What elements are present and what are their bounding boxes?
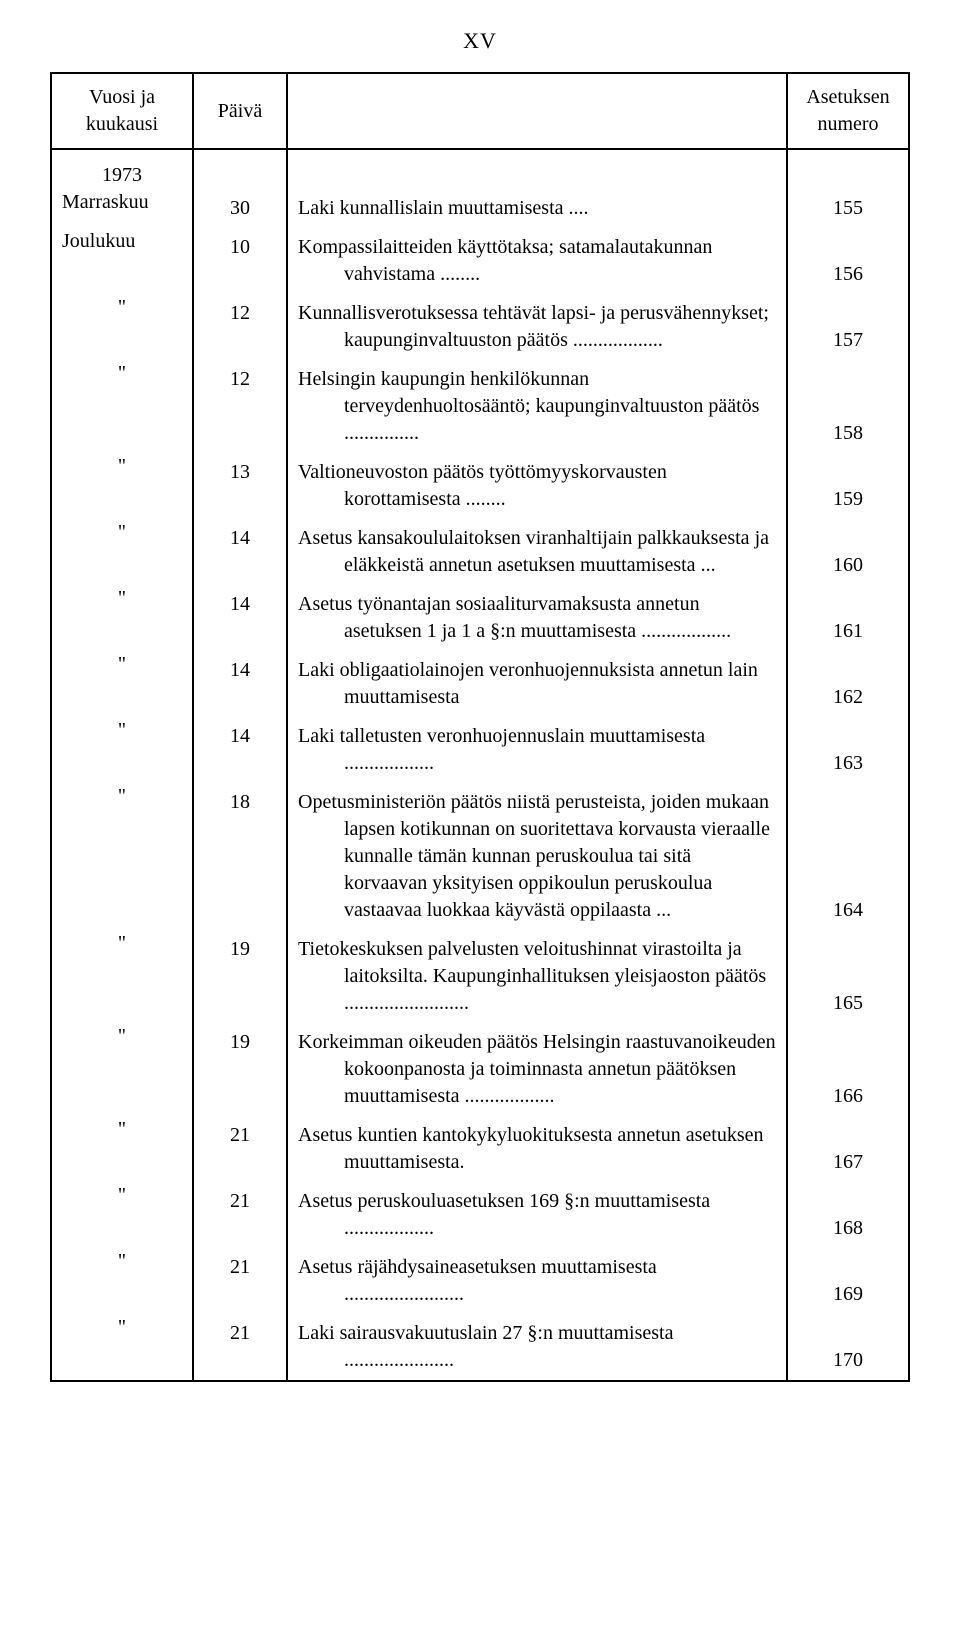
ditto-mark: " bbox=[52, 1314, 193, 1380]
day-cell: 14 bbox=[193, 651, 287, 717]
ref-cell: 159 bbox=[787, 453, 908, 519]
description-cell: Laki kunnallislain muuttamisesta .... bbox=[287, 189, 787, 228]
col-header-day: Päivä bbox=[193, 74, 287, 149]
description-cell: Korkeimman oikeuden päätös Helsingin raa… bbox=[287, 1023, 787, 1116]
ditto-mark: " bbox=[52, 585, 193, 651]
ditto-mark: " bbox=[52, 717, 193, 783]
description-cell: Helsingin kaupungin henkilökunnan tervey… bbox=[287, 360, 787, 453]
ditto-mark: " bbox=[52, 360, 193, 453]
ref-cell: 155 bbox=[787, 189, 908, 228]
ditto-mark: " bbox=[52, 1023, 193, 1116]
ditto-mark: " bbox=[52, 1248, 193, 1314]
month-cell: Marraskuu bbox=[52, 189, 193, 228]
ditto-mark: " bbox=[52, 519, 193, 585]
table-row: "21Asetus peruskouluasetuksen 169 §:n mu… bbox=[52, 1182, 908, 1248]
day-cell: 19 bbox=[193, 930, 287, 1023]
ref-cell: 158 bbox=[787, 360, 908, 453]
table-row: "12Helsingin kaupungin henkilökunnan ter… bbox=[52, 360, 908, 453]
table-row: "21Laki sairausvakuutuslain 27 §:n muutt… bbox=[52, 1314, 908, 1380]
ref-cell: 162 bbox=[787, 651, 908, 717]
day-cell: 18 bbox=[193, 783, 287, 930]
day-cell: 21 bbox=[193, 1314, 287, 1380]
day-cell: 21 bbox=[193, 1116, 287, 1182]
description-cell: Opetusministeriön päätös niistä perustei… bbox=[287, 783, 787, 930]
day-cell: 13 bbox=[193, 453, 287, 519]
col-header-year: Vuosi ja kuukausi bbox=[52, 74, 193, 149]
table-row: "13Valtioneuvoston päätös työttömyyskorv… bbox=[52, 453, 908, 519]
description-cell: Valtioneuvoston päätös työttömyyskorvaus… bbox=[287, 453, 787, 519]
table-row: "14Laki talletusten veronhuojennuslain m… bbox=[52, 717, 908, 783]
ref-cell: 164 bbox=[787, 783, 908, 930]
description-cell: Asetus työnantajan sosiaaliturvamaksusta… bbox=[287, 585, 787, 651]
table-row: "18Opetusministeriön päätös niistä perus… bbox=[52, 783, 908, 930]
ditto-mark: " bbox=[52, 453, 193, 519]
day-cell: 14 bbox=[193, 717, 287, 783]
ditto-mark: " bbox=[52, 783, 193, 930]
description-cell: Asetus räjähdysaineasetuksen muuttamises… bbox=[287, 1248, 787, 1314]
ref-cell: 157 bbox=[787, 294, 908, 360]
ref-cell: 165 bbox=[787, 930, 908, 1023]
description-cell: Asetus kansakoululaitoksen viranhaltijai… bbox=[287, 519, 787, 585]
ditto-mark: " bbox=[52, 294, 193, 360]
table-row: Marraskuu30Laki kunnallislain muuttamise… bbox=[52, 189, 908, 228]
ditto-mark: " bbox=[52, 651, 193, 717]
ref-cell: 166 bbox=[787, 1023, 908, 1116]
ref-cell: 160 bbox=[787, 519, 908, 585]
content-table: Vuosi ja kuukausi Päivä Asetuksen numero… bbox=[50, 72, 910, 1382]
table-row: "14Asetus kansakoululaitoksen viranhalti… bbox=[52, 519, 908, 585]
col-header-ref: Asetuksen numero bbox=[787, 74, 908, 149]
day-cell: 14 bbox=[193, 585, 287, 651]
day-cell: 30 bbox=[193, 189, 287, 228]
table-row: Joulukuu10Kompassilaitteiden käyttötaksa… bbox=[52, 228, 908, 294]
year-row: 1973 bbox=[52, 156, 908, 189]
ditto-mark: " bbox=[52, 1116, 193, 1182]
table-row: "14Laki obligaatiolainojen veronhuojennu… bbox=[52, 651, 908, 717]
table-row: "12Kunnallisverotuksessa tehtävät lapsi-… bbox=[52, 294, 908, 360]
ref-cell: 170 bbox=[787, 1314, 908, 1380]
ref-cell: 156 bbox=[787, 228, 908, 294]
description-cell: Kunnallisverotuksessa tehtävät lapsi- ja… bbox=[287, 294, 787, 360]
ref-cell: 169 bbox=[787, 1248, 908, 1314]
month-cell: Joulukuu bbox=[52, 228, 193, 294]
description-cell: Laki talletusten veronhuojennuslain muut… bbox=[287, 717, 787, 783]
ref-cell: 161 bbox=[787, 585, 908, 651]
description-cell: Laki obligaatiolainojen veronhuojennuksi… bbox=[287, 651, 787, 717]
table-row: "19Tietokeskuksen palvelusten veloitushi… bbox=[52, 930, 908, 1023]
description-cell: Laki sairausvakuutuslain 27 §:n muuttami… bbox=[287, 1314, 787, 1380]
description-cell: Kompassilaitteiden käyttötaksa; satamala… bbox=[287, 228, 787, 294]
table-row: "21Asetus kuntien kantokykyluokituksesta… bbox=[52, 1116, 908, 1182]
day-cell: 10 bbox=[193, 228, 287, 294]
table-header-row: Vuosi ja kuukausi Päivä Asetuksen numero bbox=[52, 74, 908, 149]
year-cell: 1973 bbox=[52, 156, 193, 189]
day-cell: 21 bbox=[193, 1248, 287, 1314]
col-header-desc bbox=[287, 74, 787, 149]
day-cell: 12 bbox=[193, 360, 287, 453]
ditto-mark: " bbox=[52, 930, 193, 1023]
day-cell: 21 bbox=[193, 1182, 287, 1248]
ditto-mark: " bbox=[52, 1182, 193, 1248]
table-row: "14Asetus työnantajan sosiaaliturvamaksu… bbox=[52, 585, 908, 651]
table-row: "21Asetus räjähdysaineasetuksen muuttami… bbox=[52, 1248, 908, 1314]
ref-cell: 167 bbox=[787, 1116, 908, 1182]
ref-cell: 168 bbox=[787, 1182, 908, 1248]
day-cell: 14 bbox=[193, 519, 287, 585]
page-number: XV bbox=[50, 28, 910, 54]
description-cell: Asetus peruskouluasetuksen 169 §:n muutt… bbox=[287, 1182, 787, 1248]
day-cell: 12 bbox=[193, 294, 287, 360]
table-row: "19Korkeimman oikeuden päätös Helsingin … bbox=[52, 1023, 908, 1116]
day-cell: 19 bbox=[193, 1023, 287, 1116]
ref-cell: 163 bbox=[787, 717, 908, 783]
description-cell: Asetus kuntien kantokykyluokituksesta an… bbox=[287, 1116, 787, 1182]
description-cell: Tietokeskuksen palvelusten veloitushinna… bbox=[287, 930, 787, 1023]
